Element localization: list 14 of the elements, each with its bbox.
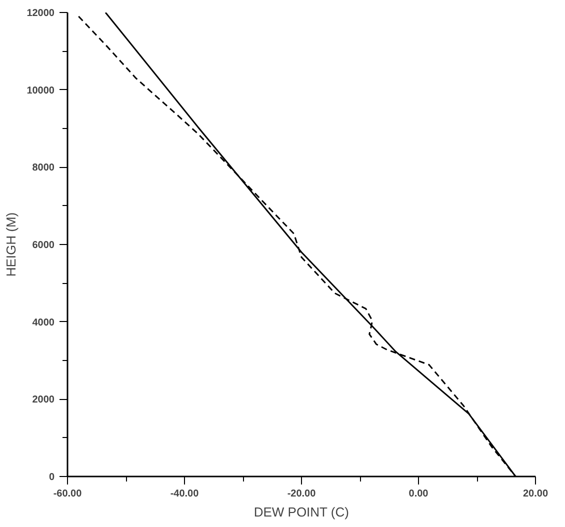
y-tick-label: 12000 (26, 8, 55, 19)
y-axis-title: HEIGH (M) (4, 212, 19, 277)
y-tick-label: 10000 (26, 85, 55, 96)
x-tick-label: -60.00 (53, 488, 82, 500)
x-tick-label: -40.00 (170, 488, 200, 500)
y-tick-label: 0 (48, 472, 55, 483)
y-tick-label: 2000 (32, 394, 55, 406)
x-tick-label: 0.00 (408, 488, 429, 500)
y-tick-label: 4000 (32, 317, 55, 328)
y-tick-label: 6000 (32, 240, 55, 251)
x-tick-label: 20.00 (522, 488, 548, 500)
y-tick-label: 8000 (32, 162, 55, 174)
x-axis-title: DEW POINT (C) (254, 504, 349, 520)
x-tick-label: -20.00 (287, 488, 316, 500)
